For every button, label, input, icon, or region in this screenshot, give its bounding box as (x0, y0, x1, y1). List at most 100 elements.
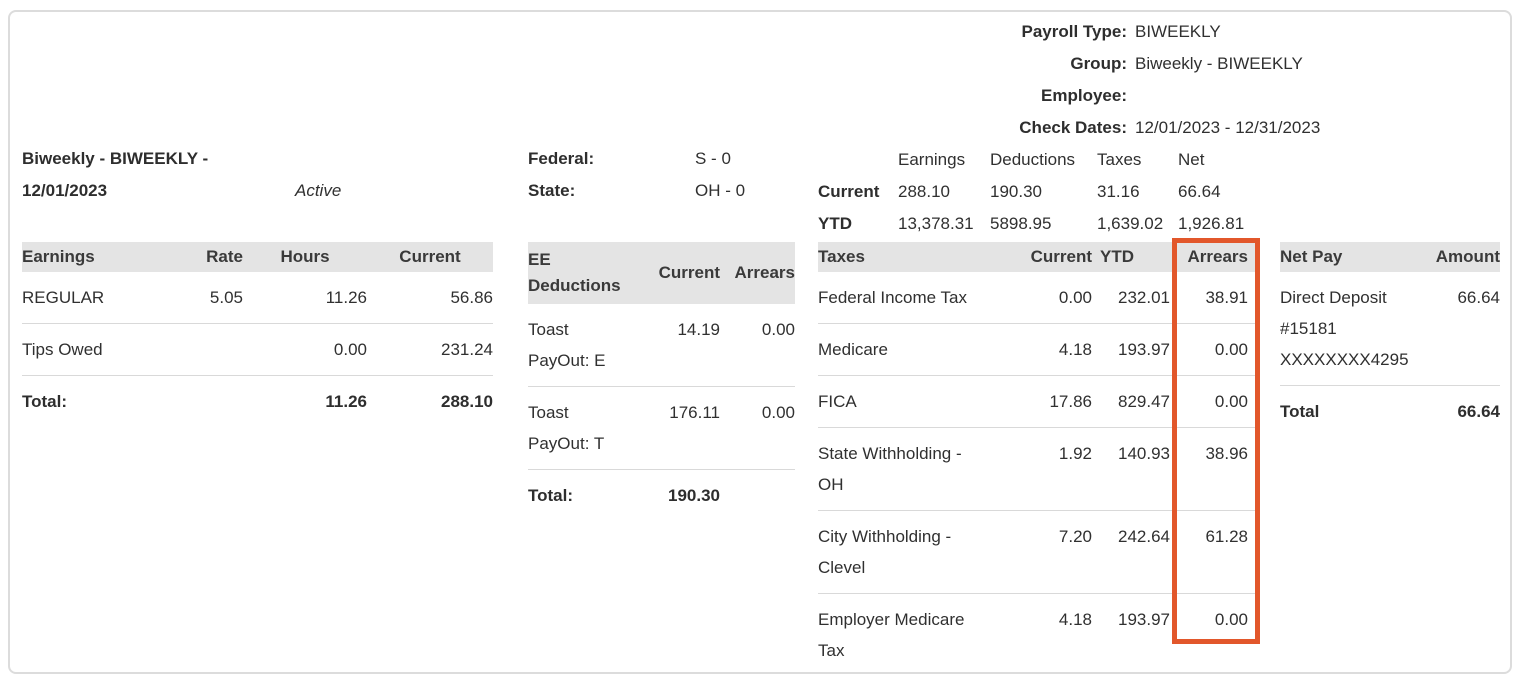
summary-corner (818, 144, 898, 176)
tax-ytd: 193.97 (1118, 340, 1170, 359)
deductions-table: EE Deductions Current Arrears Toast PayO… (528, 242, 795, 521)
net-pay-method: Direct Deposit #15181 XXXXXXXX4295 (1280, 288, 1409, 369)
tax-arrears: 0.00 (1214, 392, 1248, 411)
payroll-type-value: BIWEEKLY (1135, 22, 1221, 41)
deduction-current: 14.19 (677, 320, 720, 339)
earning-hours: 11.26 (325, 288, 367, 307)
tax-current: 0.00 (1058, 288, 1092, 307)
tax-name: State Withholding - OH (818, 444, 962, 494)
tax-arrears: 38.91 (1205, 288, 1248, 307)
summary-col-earnings: Earnings (898, 150, 966, 169)
summary-ytd-net: 1,926.81 (1178, 214, 1245, 233)
taxes-header-arrears: Arrears (1187, 247, 1249, 266)
group-label: Group: (1070, 54, 1127, 73)
net-pay-table: Net Pay Amount Direct Deposit #15181 XXX… (1280, 242, 1500, 437)
deduction-row: Toast PayOut: E 14.19 0.00 (528, 304, 795, 387)
earnings-total-label: Total: (22, 392, 68, 411)
tax-current: 7.20 (1058, 527, 1092, 546)
summary-current-net: 66.64 (1178, 182, 1221, 201)
summary-col-deductions: Deductions (990, 150, 1076, 169)
totals-summary: Earnings Deductions Taxes Net Current 28… (818, 144, 1268, 240)
tax-arrears: 0.00 (1214, 610, 1248, 629)
deduction-arrears: 0.00 (761, 320, 795, 339)
state-value: OH - 0 (695, 181, 746, 200)
tax-row: Employer Medicare Tax 4.18 193.97 0.00 (818, 594, 1258, 676)
summary-ytd-earnings: 13,378.31 (898, 214, 974, 233)
tax-ytd: 829.47 (1118, 392, 1170, 411)
payroll-info-block: Payroll Type: BIWEEKLY Group: Biweekly -… (988, 16, 1320, 144)
earnings-header-hours: Hours (280, 247, 330, 266)
net-pay-header-row: Net Pay Amount (1280, 242, 1500, 272)
net-pay-amount: 66.64 (1457, 288, 1500, 307)
employee-row: Employee: (988, 80, 1320, 112)
earning-name: Tips Owed (22, 340, 103, 359)
earnings-row: REGULAR 5.05 11.26 56.86 (22, 272, 493, 324)
check-dates-label: Check Dates: (1019, 118, 1127, 137)
earnings-header-current: Current (399, 247, 461, 266)
earnings-total-current: 288.10 (441, 392, 493, 411)
federal-value: S - 0 (695, 149, 731, 168)
earnings-total-hours: 11.26 (325, 392, 367, 411)
earning-hours: 0.00 (333, 340, 367, 359)
tax-current: 4.18 (1058, 340, 1092, 359)
tax-row: Federal Income Tax 0.00 232.01 38.91 (818, 272, 1258, 324)
net-pay-header-name: Net Pay (1280, 247, 1343, 266)
taxes-header-name: Taxes (818, 247, 865, 266)
earning-name: REGULAR (22, 288, 105, 307)
tax-current: 1.92 (1058, 444, 1092, 463)
employee-label: Employee: (1041, 86, 1127, 105)
federal-filing-row: Federal: S - 0 (528, 143, 745, 175)
net-pay-total-label: Total (1280, 402, 1320, 421)
summary-col-taxes: Taxes (1097, 150, 1142, 169)
tax-name: FICA (818, 392, 857, 411)
deduction-current: 176.11 (669, 403, 720, 422)
deductions-header-row: EE Deductions Current Arrears (528, 242, 795, 304)
tax-row: State Withholding - OH 1.92 140.93 38.96 (818, 428, 1258, 511)
tax-ytd: 140.93 (1118, 444, 1170, 463)
earning-current: 56.86 (450, 288, 493, 307)
earnings-total-rate (180, 386, 243, 417)
tax-current: 17.86 (1049, 392, 1092, 411)
deduction-row: Toast PayOut: T 176.11 0.00 (528, 387, 795, 470)
tax-name: Employer Medicare Tax (818, 610, 965, 660)
net-pay-total-amount: 66.64 (1457, 402, 1500, 421)
summary-ytd-taxes: 1,639.02 (1097, 214, 1164, 233)
summary-ytd-label: YTD (818, 214, 852, 233)
state-label: State: (528, 181, 576, 200)
earnings-table: Earnings Rate Hours Current REGULAR 5.05… (22, 242, 493, 427)
deduction-name: Toast PayOut: E (528, 320, 606, 370)
earning-current: 231.24 (441, 340, 493, 359)
tax-arrears: 38.96 (1205, 444, 1248, 463)
net-pay-total-row: Total 66.64 (1280, 386, 1500, 437)
paystub-card (8, 10, 1512, 674)
earnings-row: Tips Owed 0.00 231.24 (22, 324, 493, 376)
summary-col-net: Net (1178, 150, 1205, 169)
earning-rate: 5.05 (209, 288, 243, 307)
deductions-header-current: Current (658, 263, 720, 282)
earnings-header-row: Earnings Rate Hours Current (22, 242, 493, 272)
deductions-total-current: 190.30 (668, 486, 720, 505)
deduction-arrears: 0.00 (761, 403, 795, 422)
net-pay-header-amount: Amount (1435, 247, 1500, 266)
check-title-block: Biweekly - BIWEEKLY - 12/01/2023 Active (22, 143, 492, 207)
earnings-header-name: Earnings (22, 247, 95, 266)
filing-status-block: Federal: S - 0 State: OH - 0 (528, 143, 745, 207)
tax-arrears: 61.28 (1205, 527, 1248, 546)
taxes-table: Taxes Current YTD Arrears Federal Income… (818, 242, 1258, 676)
deductions-header-name: EE Deductions (528, 250, 621, 295)
check-title: Biweekly - BIWEEKLY - 12/01/2023 (22, 149, 209, 200)
tax-name: Federal Income Tax (818, 288, 967, 307)
summary-current-deductions: 190.30 (990, 182, 1042, 201)
tax-ytd: 193.97 (1118, 610, 1170, 629)
earnings-header-rate: Rate (206, 247, 243, 266)
tax-arrears: 0.00 (1214, 340, 1248, 359)
tax-row: FICA 17.86 829.47 0.00 (818, 376, 1258, 428)
tax-current: 4.18 (1058, 610, 1092, 629)
earning-rate (180, 334, 243, 365)
group-row: Group: Biweekly - BIWEEKLY (988, 48, 1320, 80)
summary-current-label: Current (818, 182, 880, 201)
taxes-header-current: Current (1030, 247, 1092, 266)
check-status: Active (295, 181, 342, 200)
summary-current-earnings: 288.10 (898, 182, 950, 201)
employee-value (1135, 80, 1320, 112)
